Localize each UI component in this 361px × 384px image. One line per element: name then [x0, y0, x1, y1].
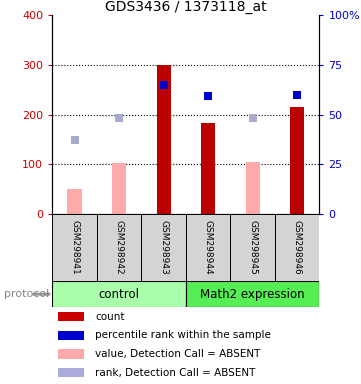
Text: GSM298946: GSM298946 — [293, 220, 302, 275]
Bar — [201, 122, 215, 214]
Text: GSM298942: GSM298942 — [115, 220, 123, 275]
Bar — [112, 163, 126, 214]
Text: GSM298945: GSM298945 — [248, 220, 257, 275]
Bar — [275, 214, 319, 281]
Text: value, Detection Call = ABSENT: value, Detection Call = ABSENT — [95, 349, 261, 359]
Text: percentile rank within the sample: percentile rank within the sample — [95, 330, 271, 340]
Bar — [58, 349, 84, 359]
Text: count: count — [95, 311, 125, 321]
Text: GSM298944: GSM298944 — [204, 220, 213, 275]
Bar — [58, 331, 84, 340]
Bar — [245, 162, 260, 214]
Text: control: control — [99, 288, 140, 301]
Title: GDS3436 / 1373118_at: GDS3436 / 1373118_at — [105, 0, 267, 14]
Bar — [52, 214, 97, 281]
Bar — [230, 214, 275, 281]
Text: GSM298943: GSM298943 — [159, 220, 168, 275]
Text: protocol: protocol — [4, 289, 49, 299]
Text: Math2 expression: Math2 expression — [200, 288, 305, 301]
Bar — [58, 312, 84, 321]
Text: GSM298941: GSM298941 — [70, 220, 79, 275]
Text: rank, Detection Call = ABSENT: rank, Detection Call = ABSENT — [95, 368, 256, 378]
Bar — [142, 214, 186, 281]
Bar — [58, 368, 84, 377]
Bar — [186, 214, 230, 281]
Bar — [157, 65, 171, 214]
Bar — [97, 214, 142, 281]
Bar — [68, 189, 82, 214]
Bar — [52, 281, 186, 307]
Bar — [290, 107, 304, 214]
Bar — [186, 281, 319, 307]
